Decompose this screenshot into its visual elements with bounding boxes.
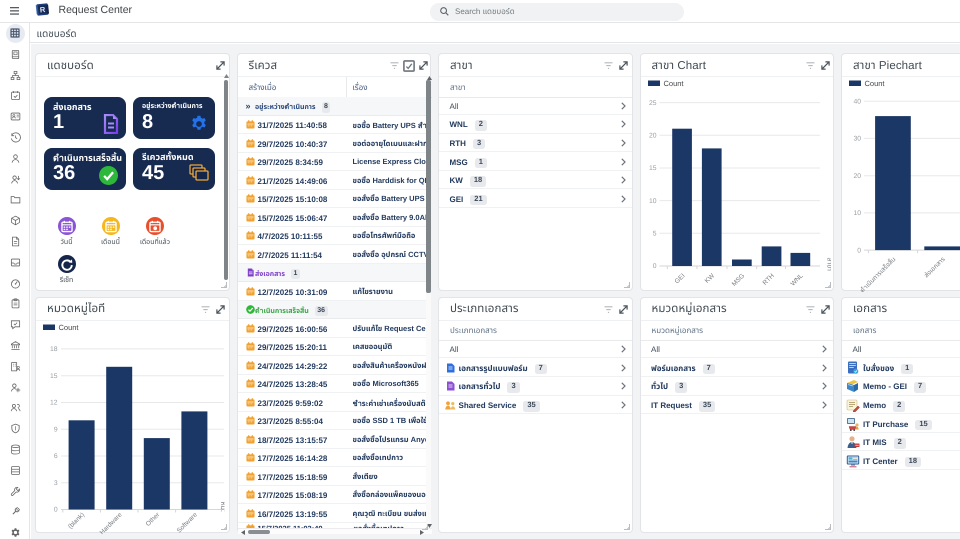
- svg-text:10: 10: [648, 198, 656, 205]
- svg-text:40: 40: [853, 98, 861, 105]
- svg-text:Software: Software: [174, 509, 199, 533]
- svg-text:9: 9: [54, 426, 58, 433]
- svg-text:(blank): (blank): [66, 510, 87, 531]
- svg-text:Hardware: Hardware: [97, 509, 124, 533]
- svg-text:R: R: [39, 4, 46, 14]
- svg-text:Other: Other: [143, 509, 162, 528]
- svg-text:15: 15: [648, 165, 656, 172]
- svg-text:20: 20: [648, 133, 656, 140]
- svg-text:RTH: RTH: [760, 271, 777, 288]
- svg-text:0: 0: [54, 506, 58, 513]
- svg-text:Count: Count: [59, 323, 80, 332]
- svg-text:Count: Count: [865, 79, 886, 88]
- svg-text:หมวดหมู่ไอที: หมวดหมู่ไอที: [217, 501, 227, 534]
- svg-text:Count: Count: [663, 79, 684, 88]
- svg-text:MSG: MSG: [729, 271, 747, 289]
- svg-text:15: 15: [50, 372, 58, 379]
- svg-text:30: 30: [853, 136, 861, 143]
- svg-text:6: 6: [54, 453, 58, 460]
- svg-text:20: 20: [853, 173, 861, 180]
- svg-text:0: 0: [652, 263, 656, 270]
- svg-text:ดำเนินการเสร็จสิ้น: ดำเนินการเสร็จสิ้น: [858, 255, 899, 292]
- svg-text:18: 18: [50, 346, 58, 353]
- svg-text:12: 12: [50, 399, 58, 406]
- svg-text:ส่งเอกสาร: ส่งเอกสาร: [922, 255, 948, 281]
- svg-text:5: 5: [652, 231, 656, 238]
- svg-text:3: 3: [54, 479, 58, 486]
- svg-text:25: 25: [648, 100, 656, 107]
- svg-text:GEI: GEI: [672, 271, 687, 286]
- svg-text:KW: KW: [702, 270, 717, 285]
- svg-text:10: 10: [853, 210, 861, 217]
- svg-text:0: 0: [857, 247, 861, 254]
- svg-text:WNL: WNL: [788, 271, 806, 289]
- svg-text:สาขา: สาขา: [823, 258, 833, 272]
